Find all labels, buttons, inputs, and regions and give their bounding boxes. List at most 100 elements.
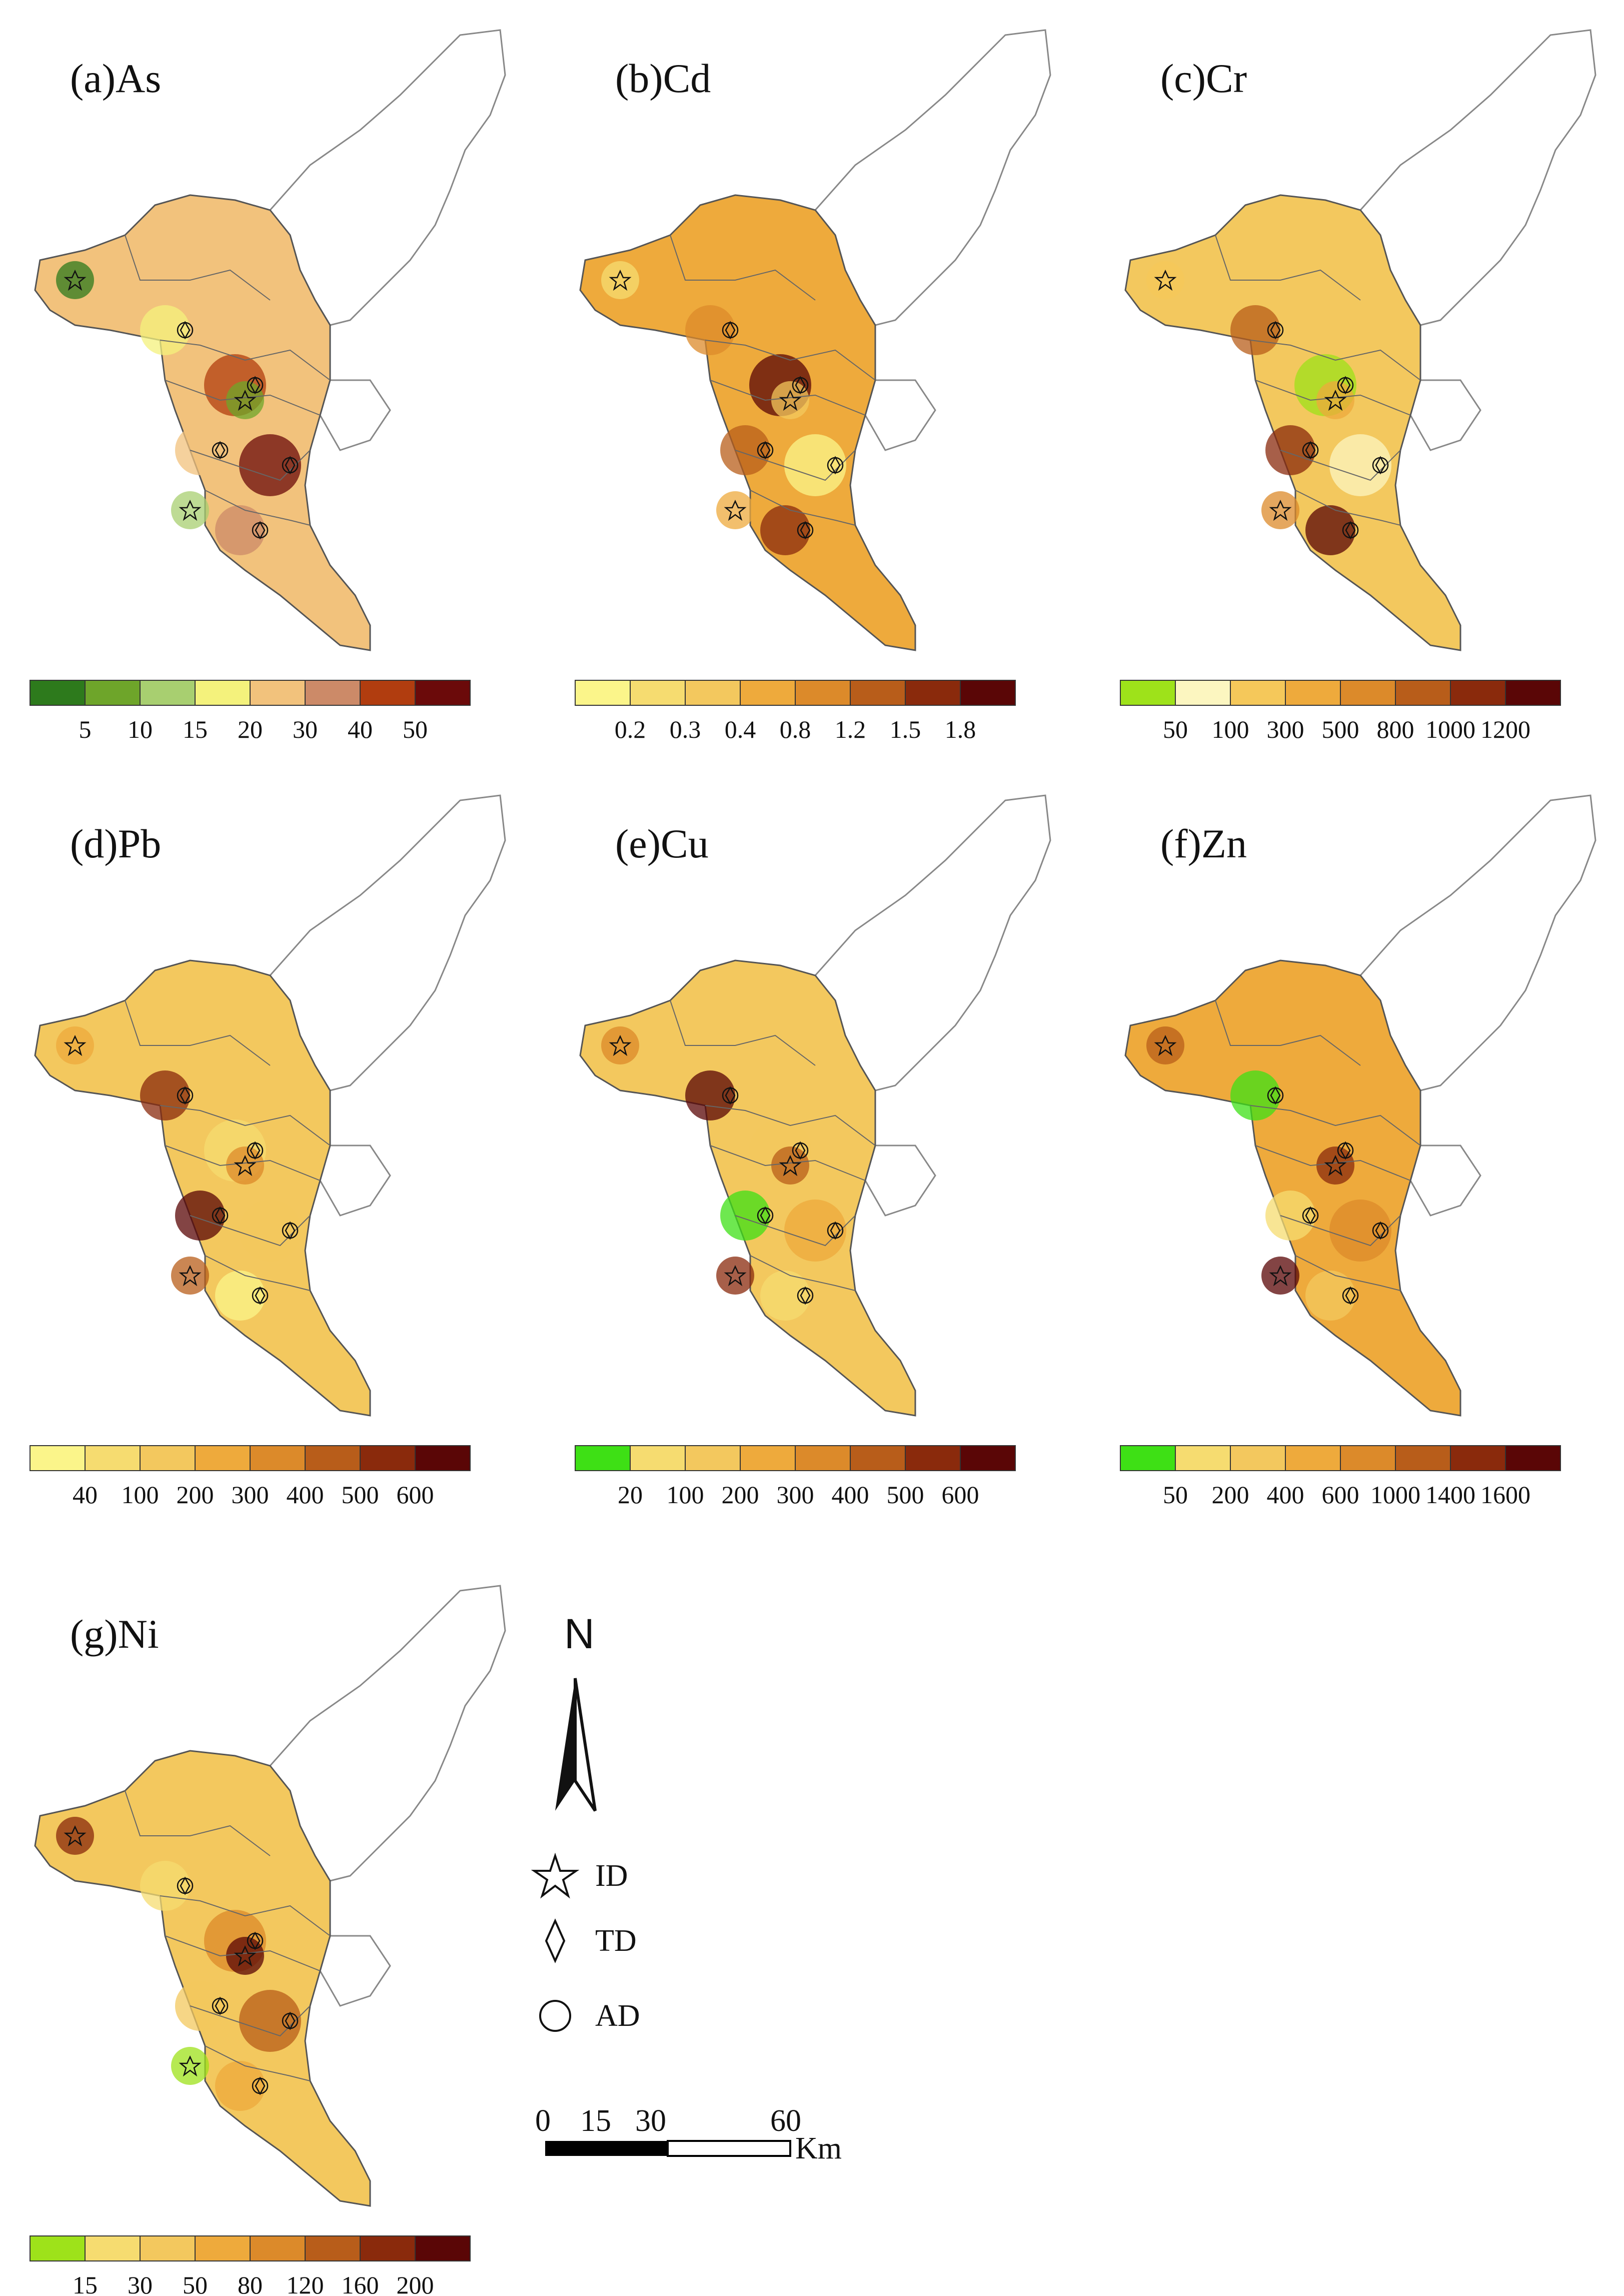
color-ramp-swatch [685, 680, 741, 706]
color-ramp-label: 120 [287, 2271, 324, 2296]
color-ramp-swatch [85, 680, 141, 706]
panel-title: (e)Cu [615, 821, 709, 866]
color-ramp-label: 0.8 [780, 715, 811, 740]
ad-circle-marker [1342, 522, 1359, 539]
map-svg: 50 100 300 500 800 1000 1200 [1120, 29, 1596, 740]
color-ramp-swatch [850, 680, 906, 706]
ad-circle-marker [247, 1932, 264, 1949]
concentration-hotspot [226, 1937, 264, 1975]
concentration-hotspot [1261, 491, 1299, 529]
id-star-marker [64, 1825, 87, 1847]
color-ramp-label: 50 [1163, 715, 1188, 740]
star-icon [531, 1852, 580, 1899]
concentration-hotspot [140, 305, 190, 355]
id-star-marker [609, 1035, 632, 1056]
color-ramp-label: 50 [1163, 1481, 1188, 1506]
color-ramp-label: 1400 [1425, 1481, 1475, 1506]
color-ramp-swatch [1175, 680, 1231, 706]
map-svg: 50 200 400 600 1000 1400 1600 [1120, 794, 1596, 1506]
north-label: N [564, 1610, 595, 1657]
id-star-marker [234, 390, 257, 411]
color-ramp-swatch [1395, 680, 1451, 706]
ad-circle-marker [1372, 1222, 1389, 1239]
concentration-hotspot [171, 491, 209, 529]
color-ramp-label: 600 [942, 1481, 979, 1506]
id-star-marker [724, 500, 747, 521]
ad-circle-marker [722, 322, 739, 339]
concentration-hotspot [1261, 1257, 1299, 1295]
color-ramp-swatch [30, 1445, 86, 1471]
color-ramp-label: 600 [1322, 1481, 1359, 1506]
panel-title: (g)Ni [70, 1611, 159, 1657]
id-star-marker [1154, 270, 1177, 291]
concentration-hotspot [56, 1026, 94, 1064]
concentration-hotspot [760, 505, 810, 555]
color-ramp-swatch [140, 2235, 196, 2261]
id-star-marker [1324, 1155, 1347, 1177]
ad-circle-marker [247, 377, 264, 394]
scale-label-15: 15 [580, 2104, 611, 2138]
color-ramp-swatch [795, 1445, 851, 1471]
id-star-marker [609, 270, 632, 291]
map-panel-cu: (e)Cu 20 100 200 300 400 500 600 [555, 765, 1055, 1506]
concentration-hotspot [771, 381, 809, 419]
concentration-hotspot [1230, 1070, 1280, 1120]
color-ramp-swatch [140, 1445, 196, 1471]
id-star-marker [1269, 1265, 1292, 1287]
color-ramp-swatch [250, 1445, 306, 1471]
color-ramp-swatch [905, 1445, 961, 1471]
color-ramp-swatch [1340, 680, 1396, 706]
id-star-marker [1154, 1035, 1177, 1056]
color-ramp-swatch [740, 680, 796, 706]
concentration-hotspot [685, 1070, 735, 1120]
color-ramp-label: 5 [79, 715, 92, 740]
legend-id-label: ID [595, 1859, 628, 1893]
color-ramp-swatch [575, 680, 631, 706]
color-ramp-swatch [850, 1445, 906, 1471]
concentration-hotspot [1146, 1026, 1184, 1064]
study-area-surface [1124, 194, 1461, 651]
ad-circle-marker [1342, 1287, 1359, 1304]
concentration-hotspot [784, 434, 846, 496]
color-ramp-label: 40 [73, 1481, 98, 1506]
ad-circle-marker [1302, 442, 1319, 459]
concentration-hotspot [171, 2047, 209, 2085]
map-panel-cr: (c)Cr 50 100 300 500 800 1000 1200 [1100, 0, 1600, 740]
study-area-surface [579, 194, 916, 651]
concentration-hotspot [239, 434, 301, 496]
concentration-hotspot [140, 1070, 190, 1120]
district-boundary [125, 1790, 331, 2081]
ad-circle-marker [827, 1222, 844, 1239]
color-ramp-label: 30 [293, 715, 318, 740]
color-ramp-swatch [85, 1445, 141, 1471]
concentration-hotspot [1329, 434, 1391, 496]
color-ramp-swatch [195, 2235, 251, 2261]
map-svg: 20 100 200 300 400 500 600 [575, 794, 1051, 1506]
color-ramp-swatch [1175, 1445, 1231, 1471]
color-ramp-swatch [960, 680, 1016, 706]
scale-label-30: 30 [635, 2104, 666, 2138]
concentration-hotspot [720, 1191, 770, 1241]
concentration-hotspot [175, 1191, 225, 1241]
concentration-hotspot [771, 1146, 809, 1185]
id-star-marker [1269, 500, 1292, 521]
color-ramp-swatch [1505, 1445, 1561, 1471]
concentration-hotspot [1305, 505, 1355, 555]
circle-icon [539, 2000, 571, 2032]
concentration-hotspot [601, 261, 639, 299]
color-ramp-swatch [30, 680, 86, 706]
district-boundary [670, 235, 876, 526]
color-ramp-label: 500 [1322, 715, 1359, 740]
color-ramp-label: 300 [232, 1481, 269, 1506]
ad-circle-marker [282, 2012, 299, 2029]
panel-title: (a)As [70, 56, 162, 101]
district-boundary [125, 235, 331, 526]
color-ramp-swatch [960, 1445, 1016, 1471]
color-ramp-swatch [1285, 1445, 1341, 1471]
ad-circle-marker [252, 1287, 269, 1304]
ad-circle-marker [212, 1997, 229, 2014]
color-ramp-label: 50 [183, 2271, 208, 2296]
district-boundary [1215, 1000, 1421, 1291]
id-star-marker [779, 1155, 802, 1177]
concentration-hotspot [140, 1861, 190, 1911]
